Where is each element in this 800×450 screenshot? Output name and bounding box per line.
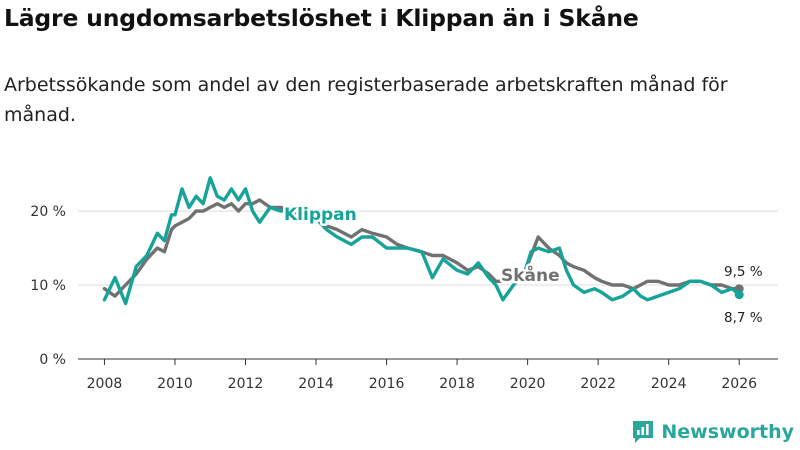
y-tick-label: 20 % <box>30 204 66 220</box>
y-tick-label: 0 % <box>39 352 66 368</box>
series-lines <box>102 176 744 306</box>
x-tick-label: 2008 <box>87 376 123 392</box>
x-tick-label: 2014 <box>298 376 334 392</box>
klippan-end-value: 8,7 % <box>724 310 763 326</box>
series-labels: Klippan Skåne 9,5 % 8,7 % <box>282 203 763 327</box>
x-tick-label: 2010 <box>157 376 193 392</box>
x-tick-label: 2024 <box>651 376 687 392</box>
x-tick-label: 2016 <box>369 376 405 392</box>
klippan-end-marker <box>734 290 744 300</box>
skane-line <box>102 198 741 298</box>
x-tick-label: 2012 <box>228 376 264 392</box>
newsworthy-logo: Newsworthy <box>631 419 794 445</box>
x-tick-label: 2026 <box>721 376 757 392</box>
klippan-line <box>102 176 741 306</box>
klippan-series-label: Klippan <box>284 205 357 225</box>
brand-name: Newsworthy <box>661 421 794 443</box>
axes: 0 % 10 % 20 % 2008 2010 2012 2014 2016 2018 2020 2… <box>30 204 778 392</box>
bar-chart-icon <box>633 421 654 443</box>
skane-series-label: Skåne <box>501 264 560 286</box>
y-tick-label: 10 % <box>30 278 66 294</box>
x-tick-label: 2020 <box>510 376 546 392</box>
x-tick-label: 2022 <box>580 376 616 392</box>
x-tick-label: 2018 <box>439 376 475 392</box>
chart-title: Lägre ungdomsarbetslöshet i Klippan än i… <box>4 4 639 32</box>
chart-subtitle: Arbetssökande som andel av den registerb… <box>4 74 728 126</box>
skane-end-value: 9,5 % <box>724 264 763 280</box>
